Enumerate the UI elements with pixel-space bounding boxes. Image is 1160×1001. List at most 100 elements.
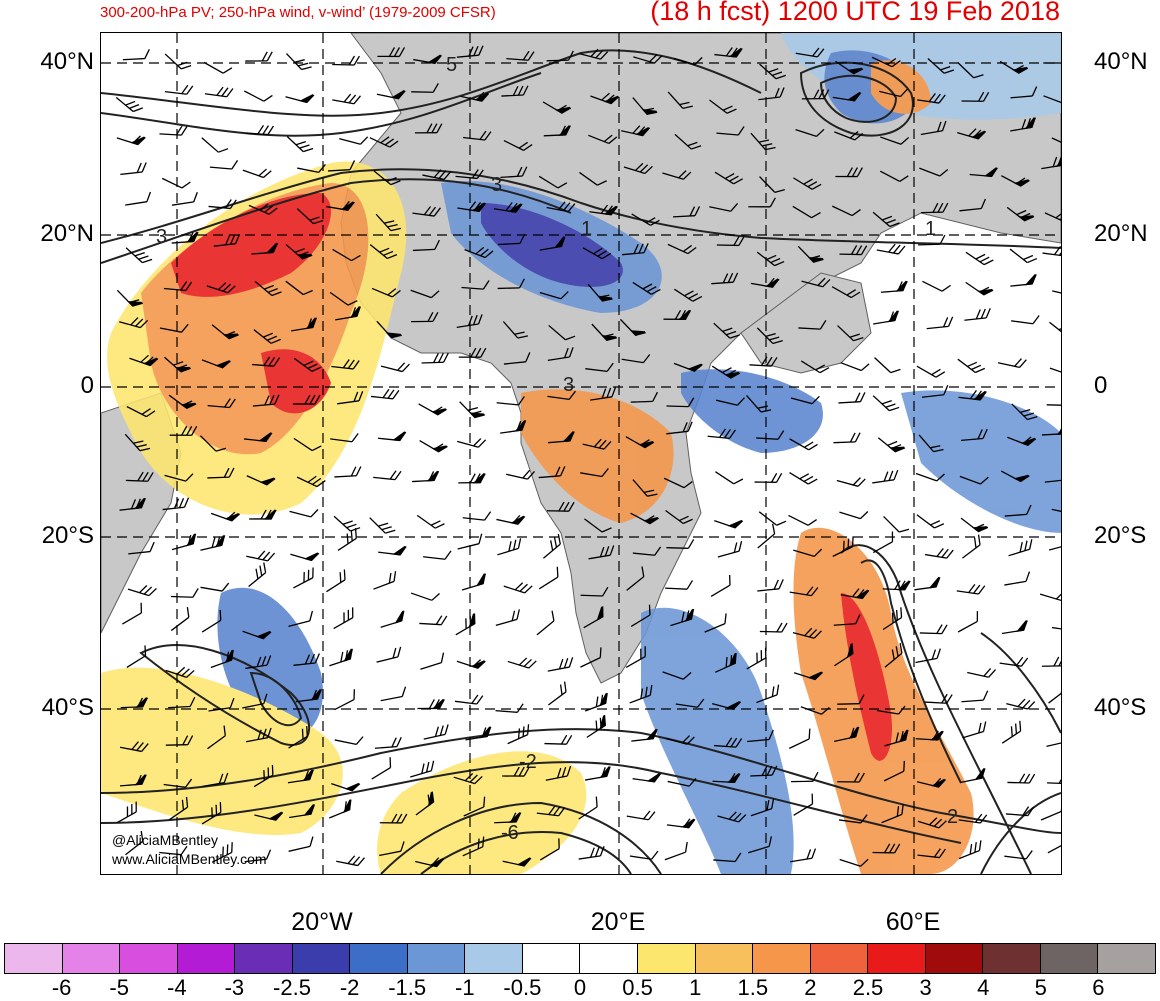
wind-barb: [954, 611, 982, 632]
right-title: (18 h fcst) 1200 UTC 19 Feb 2018: [650, 0, 1060, 27]
wind-barb: [333, 528, 360, 550]
colorbar-swatch: [811, 944, 869, 973]
wind-barb: [963, 308, 991, 320]
wind-barb: [246, 124, 274, 135]
wind-barb: [202, 131, 228, 156]
wind-barb: [922, 273, 950, 293]
wind-barb: [455, 692, 483, 704]
lat-label-40s-left: 40°S: [42, 696, 94, 720]
colorbar-tick-label: -2: [340, 975, 360, 1001]
wind-barb: [662, 842, 690, 860]
wind-barb: [335, 731, 363, 745]
wind-barb: [422, 724, 450, 739]
wind-barb: [880, 281, 908, 292]
wind-barb: [716, 541, 744, 557]
colorbar-tick-label: 0: [574, 975, 586, 1001]
wind-barb: [760, 622, 787, 632]
colorbar-swatch: [1041, 944, 1099, 973]
colorbar-swatch: [408, 944, 466, 973]
wind-barb: [419, 396, 447, 417]
wind-barb: [371, 387, 399, 399]
wind-barb: [246, 547, 274, 561]
wind-barb: [875, 351, 901, 376]
wind-barb: [381, 357, 409, 372]
wind-barb: [165, 47, 191, 72]
wind-barb: [463, 509, 491, 521]
wind-barb: [457, 433, 485, 449]
colorbar-tick-label: -4: [167, 975, 187, 1001]
wind-barb: [204, 55, 232, 76]
lat-label-40n-left: 40°N: [40, 50, 94, 74]
wind-barb: [119, 163, 147, 175]
wind-barb: [417, 699, 444, 708]
wind-barb: [960, 721, 988, 737]
colorbar-tick-label: 2.5: [853, 975, 884, 1001]
wind-barb: [374, 647, 402, 662]
lat-label-20n-left: 20°N: [40, 222, 94, 246]
wind-barb: [582, 693, 610, 711]
wind-barb: [327, 649, 355, 666]
wind-barb: [1011, 312, 1039, 325]
wind-barb: [925, 693, 952, 703]
wind-barb: [457, 653, 485, 670]
wind-barb: [917, 358, 945, 379]
wind-barb: [159, 125, 186, 136]
wind-barb: [534, 567, 562, 589]
wind-barb: [838, 392, 865, 403]
wind-barb: [966, 275, 993, 298]
colorbar: [4, 943, 1156, 974]
wind-barb: [373, 468, 401, 480]
wind-barb: [871, 470, 899, 483]
wind-barb: [997, 721, 1025, 743]
colorbar-swatch: [293, 944, 351, 973]
colorbar-swatch: [4, 944, 63, 973]
wind-barb: [205, 85, 233, 98]
wind-barb: [209, 197, 237, 208]
wind-barb: [379, 687, 407, 701]
wind-barb: [1043, 244, 1061, 256]
contour-label: 1: [581, 218, 592, 240]
colorbar-tick-label: -0.5: [503, 975, 541, 1001]
colorbar-tick-label: -1.5: [388, 975, 426, 1001]
wind-barb: [336, 852, 364, 866]
wind-barb: [329, 607, 357, 628]
wind-barb: [117, 129, 145, 146]
wind-barb: [958, 352, 985, 376]
wind-barb: [128, 581, 156, 597]
colorbar-tick-label: 1.5: [738, 975, 769, 1001]
colorbar-swatch: [983, 944, 1041, 973]
wind-barb: [370, 571, 398, 589]
wind-barb: [914, 649, 942, 663]
wind-barb: [367, 757, 395, 779]
wind-barb: [752, 524, 778, 548]
wind-barb: [967, 664, 995, 679]
wind-barb: [1040, 585, 1061, 601]
wind-barb: [627, 807, 655, 820]
contour-label: 3: [156, 226, 167, 248]
lat-label-20s-left: 20°S: [42, 524, 94, 548]
wind-barb: [287, 130, 313, 155]
credit-website: www.AliciaMBentley.com: [112, 851, 267, 867]
wind-barb: [1001, 620, 1029, 633]
wind-barb: [538, 534, 564, 558]
lat-label-40n-right: 40°N: [1094, 50, 1148, 74]
map-canvas: 5 3 3 1 1 3 -2 -6 2: [101, 33, 1061, 874]
wind-barb: [667, 816, 695, 828]
colorbar-tick-label: -3: [225, 975, 245, 1001]
wind-barb: [1043, 680, 1061, 703]
wind-barb: [884, 510, 909, 535]
wind-barb: [418, 653, 446, 670]
wind-barb: [493, 609, 521, 625]
wind-barb: [961, 691, 989, 702]
wind-barb: [165, 83, 193, 95]
wind-barb: [584, 767, 612, 781]
wind-barb: [531, 611, 558, 635]
wind-barb: [630, 729, 658, 741]
colorbar-tick-label: -2.5: [273, 975, 311, 1001]
wind-barb: [171, 588, 198, 598]
wind-barb: [504, 578, 532, 595]
lon-label-20w: 20°W: [291, 908, 352, 937]
wind-barb: [788, 507, 816, 527]
colorbar-swatch: [696, 944, 754, 973]
lat-label-eq-right: 0: [1094, 374, 1107, 398]
